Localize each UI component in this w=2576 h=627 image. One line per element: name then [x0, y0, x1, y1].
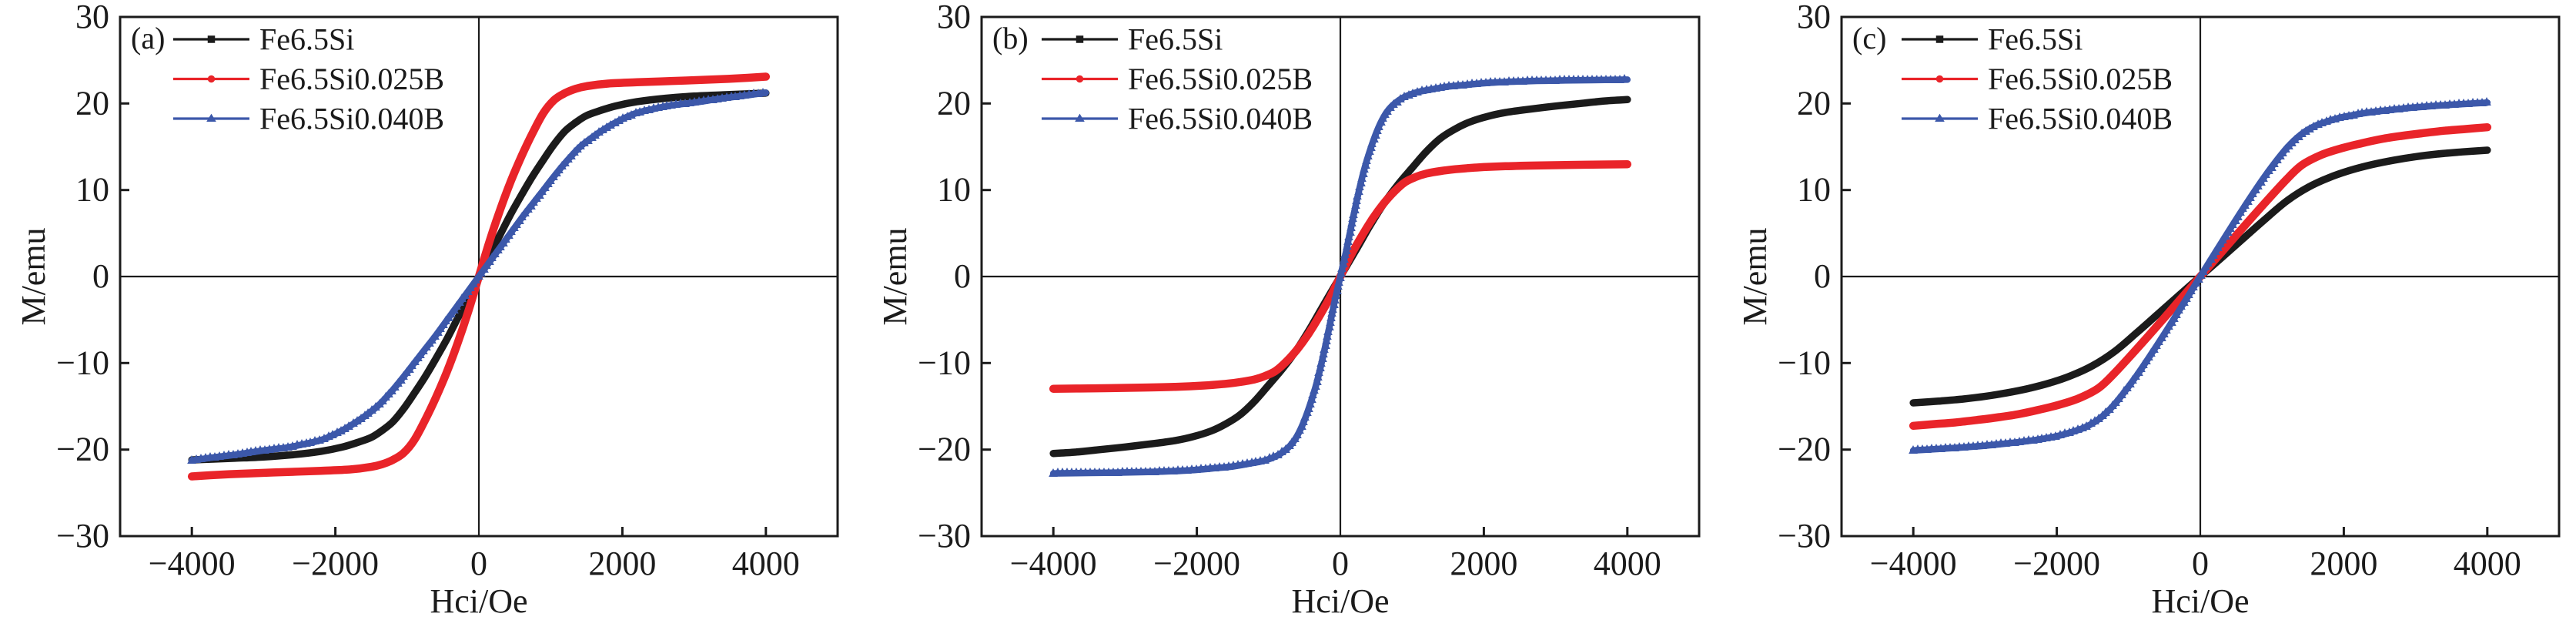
svg-text:−20: −20 [56, 431, 109, 468]
svg-text:4000: 4000 [2454, 545, 2521, 582]
svg-text:4000: 4000 [732, 545, 800, 582]
svg-text:20: 20 [1797, 84, 1831, 122]
svg-text:−20: −20 [1778, 431, 1831, 468]
svg-text:Fe6.5Si0.040B: Fe6.5Si0.040B [1988, 102, 2173, 136]
svg-text:30: 30 [75, 0, 109, 35]
svg-text:2000: 2000 [588, 545, 656, 582]
svg-text:Hci/Oe: Hci/Oe [430, 582, 527, 620]
svg-text:M/emu: M/emu [15, 227, 52, 325]
svg-text:M/emu: M/emu [1736, 227, 1774, 325]
svg-text:10: 10 [1797, 171, 1831, 209]
svg-text:−10: −10 [918, 344, 971, 381]
svg-text:Hci/Oe: Hci/Oe [1291, 582, 1389, 620]
svg-text:(c): (c) [1852, 21, 1886, 55]
svg-text:(a): (a) [131, 21, 165, 55]
svg-text:−10: −10 [56, 344, 109, 381]
svg-text:Fe6.5Si0.040B: Fe6.5Si0.040B [259, 102, 444, 136]
svg-text:−4000: −4000 [149, 545, 236, 582]
svg-text:Fe6.5Si: Fe6.5Si [259, 22, 354, 57]
svg-text:M/emu: M/emu [876, 227, 914, 325]
svg-text:10: 10 [937, 171, 971, 209]
svg-text:0: 0 [1814, 257, 1831, 295]
svg-text:Hci/Oe: Hci/Oe [2151, 582, 2249, 620]
svg-text:−4000: −4000 [1010, 545, 1097, 582]
svg-text:−4000: −4000 [1870, 545, 1957, 582]
svg-text:30: 30 [1797, 0, 1831, 35]
svg-text:Fe6.5Si0.025B: Fe6.5Si0.025B [1988, 62, 2173, 96]
svg-text:4000: 4000 [1594, 545, 1661, 582]
svg-text:0: 0 [1332, 545, 1349, 582]
svg-text:0: 0 [954, 257, 971, 295]
svg-text:−20: −20 [918, 431, 971, 468]
svg-text:0: 0 [92, 257, 109, 295]
svg-text:Fe6.5Si0.040B: Fe6.5Si0.040B [1128, 102, 1313, 136]
svg-text:(b): (b) [992, 21, 1029, 55]
svg-text:−2000: −2000 [292, 545, 379, 582]
svg-text:Fe6.5Si0.025B: Fe6.5Si0.025B [259, 62, 444, 96]
svg-text:−30: −30 [918, 517, 971, 555]
svg-text:Fe6.5Si: Fe6.5Si [1128, 22, 1223, 57]
svg-text:0: 0 [2192, 545, 2209, 582]
svg-text:10: 10 [75, 171, 109, 209]
svg-text:30: 30 [937, 0, 971, 35]
svg-text:Fe6.5Si: Fe6.5Si [1988, 22, 2083, 57]
svg-text:−30: −30 [1778, 517, 1831, 555]
svg-text:20: 20 [75, 84, 109, 122]
svg-text:2000: 2000 [2310, 545, 2377, 582]
svg-text:20: 20 [937, 84, 971, 122]
svg-text:−2000: −2000 [1153, 545, 1240, 582]
svg-text:−30: −30 [56, 517, 109, 555]
svg-text:−2000: −2000 [2013, 545, 2100, 582]
svg-text:0: 0 [470, 545, 487, 582]
svg-text:2000: 2000 [1450, 545, 1517, 582]
svg-text:Fe6.5Si0.025B: Fe6.5Si0.025B [1128, 62, 1313, 96]
svg-text:−10: −10 [1778, 344, 1831, 381]
